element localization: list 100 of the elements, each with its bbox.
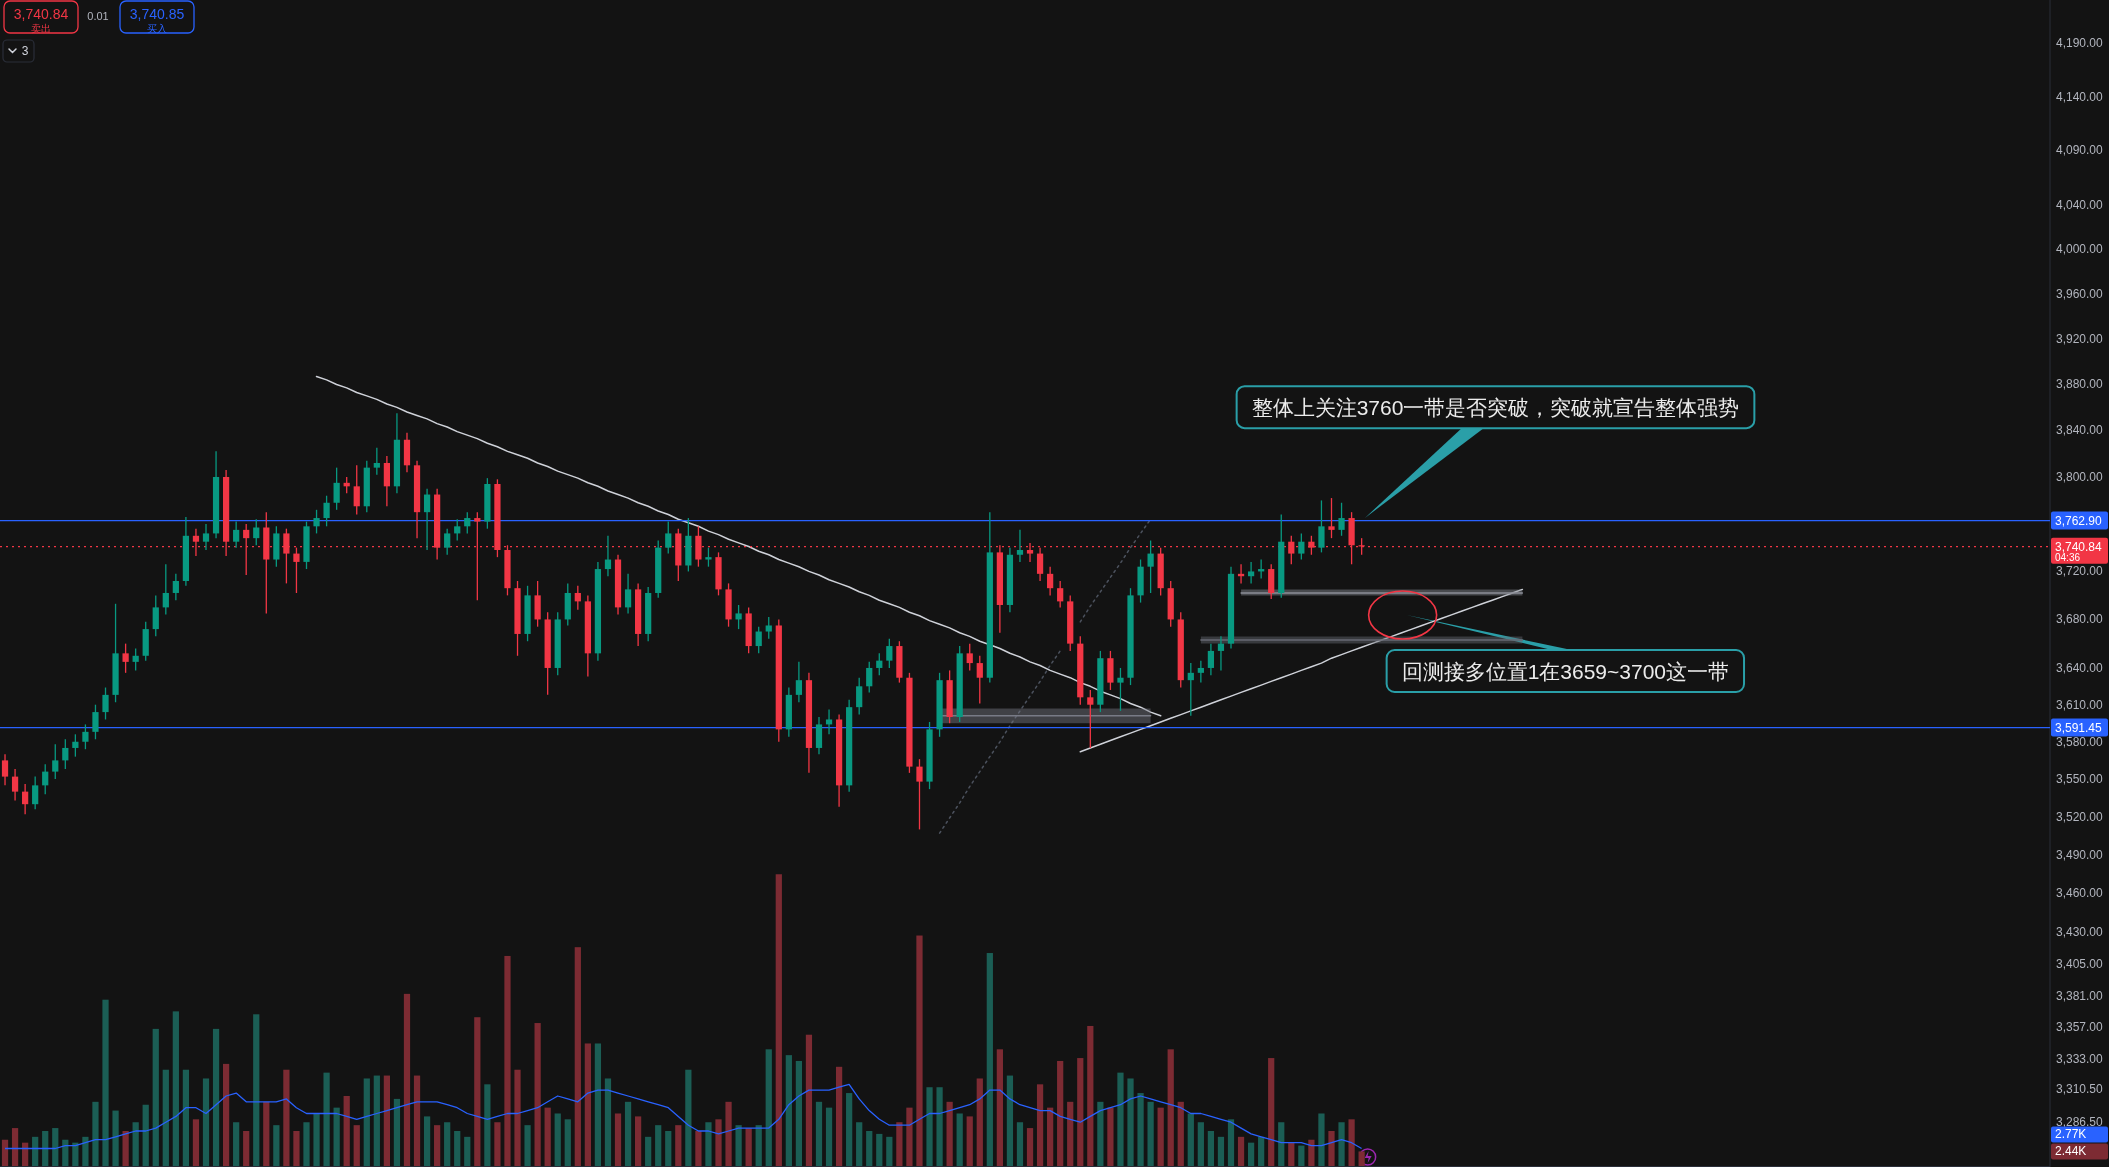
candlestick [1, 753, 9, 787]
candlestick [1217, 635, 1225, 672]
bar [856, 1122, 863, 1166]
candlestick [876, 652, 883, 676]
candlestick [866, 661, 873, 694]
candlestick [735, 604, 742, 630]
bar [815, 1101, 823, 1166]
bar [866, 1130, 873, 1166]
bar [1006, 1075, 1014, 1166]
bar [1268, 1058, 1275, 1166]
bar [1047, 1107, 1054, 1166]
candlestick [624, 573, 632, 615]
candlestick [122, 642, 129, 674]
bar [1278, 1122, 1285, 1166]
bar [1077, 1058, 1084, 1166]
bar [926, 1087, 933, 1166]
y-tick-label: 3,405.00 [2056, 957, 2104, 972]
bar [574, 947, 581, 1166]
y-tick-label: 3,357.00 [2056, 1020, 2104, 1035]
y-tick-label: 4,190.00 [2056, 36, 2104, 51]
bar [494, 1122, 501, 1166]
bar [655, 1125, 662, 1167]
bar [1036, 1084, 1044, 1166]
y-tick-label: 3,880.00 [2056, 377, 2104, 392]
bar [263, 1101, 270, 1166]
candlestick [52, 743, 59, 780]
text: 2.77K [2055, 1127, 2087, 1142]
candlestick [72, 733, 79, 758]
y-tick-label: 3,460.00 [2056, 886, 2104, 901]
bar [1016, 1122, 1024, 1166]
candlestick [1207, 642, 1215, 676]
bar [825, 1107, 833, 1166]
candlestick [1197, 660, 1204, 684]
y-tick-label: 4,000.00 [2056, 242, 2104, 257]
bar [946, 1101, 953, 1166]
candlestick [886, 638, 893, 669]
bar [1057, 1060, 1064, 1166]
bar [192, 1119, 200, 1166]
y-tick-label: 3,800.00 [2056, 469, 2104, 484]
candlestick [1016, 529, 1024, 563]
candlestick [815, 716, 823, 755]
candlestick [755, 626, 762, 654]
bar [1298, 1145, 1305, 1166]
text: 2.44K [2055, 1144, 2087, 1159]
bar [253, 1014, 260, 1166]
bar [1067, 1101, 1074, 1166]
bar [42, 1130, 49, 1166]
annotation: 3 [21, 44, 29, 58]
candlestick [172, 573, 179, 601]
bar [1227, 1119, 1235, 1166]
candlestick [62, 738, 69, 770]
y-tick-label: 3,381.00 [2056, 988, 2104, 1003]
bar [72, 1142, 79, 1166]
candlestick [313, 509, 320, 535]
bar [92, 1101, 99, 1166]
bar [1097, 1101, 1104, 1166]
candlestick [966, 642, 973, 672]
bar [303, 1122, 310, 1166]
bar [1177, 1101, 1184, 1166]
y-tick-label: 3,310.50 [2056, 1082, 2104, 1097]
bar [152, 1028, 159, 1166]
bar [1087, 1025, 1094, 1166]
bar [343, 1095, 350, 1166]
bar [11, 1128, 19, 1166]
bar [32, 1136, 39, 1166]
y-tick-label: 3,960.00 [2056, 286, 2104, 301]
y-tick-label: 3,720.00 [2056, 564, 2104, 579]
candlestick [102, 686, 109, 721]
bar [876, 1133, 883, 1166]
y-tick-label: 3,430.00 [2056, 924, 2104, 939]
bar [132, 1122, 139, 1166]
bar [243, 1130, 250, 1166]
candlestick [705, 546, 712, 568]
bar [222, 1063, 230, 1166]
bar [182, 1069, 190, 1166]
bar [383, 1075, 390, 1166]
y-tick-label: 3,286.50 [2056, 1114, 2104, 1129]
bar [604, 1078, 612, 1166]
candlestick [233, 520, 240, 549]
candlestick [293, 546, 300, 594]
candlestick [42, 763, 49, 795]
bar [1237, 1136, 1245, 1166]
y-tick-label: 4,040.00 [2056, 198, 2104, 213]
candlestick [1338, 502, 1345, 537]
candlestick [1147, 539, 1154, 594]
bar [966, 1116, 973, 1166]
bar [142, 1104, 149, 1166]
bar [22, 1142, 29, 1166]
candlestick [1247, 561, 1255, 585]
bar [1147, 1101, 1154, 1166]
bar [162, 1069, 169, 1166]
candlestick [132, 647, 139, 672]
bar [393, 1098, 401, 1166]
bar [363, 1078, 370, 1166]
y-tick-label: 3,920.00 [2056, 331, 2104, 346]
bar [976, 1078, 983, 1166]
bar [1127, 1078, 1134, 1166]
bar [1137, 1093, 1144, 1166]
candlestick [765, 616, 772, 640]
candlestick [856, 677, 863, 716]
